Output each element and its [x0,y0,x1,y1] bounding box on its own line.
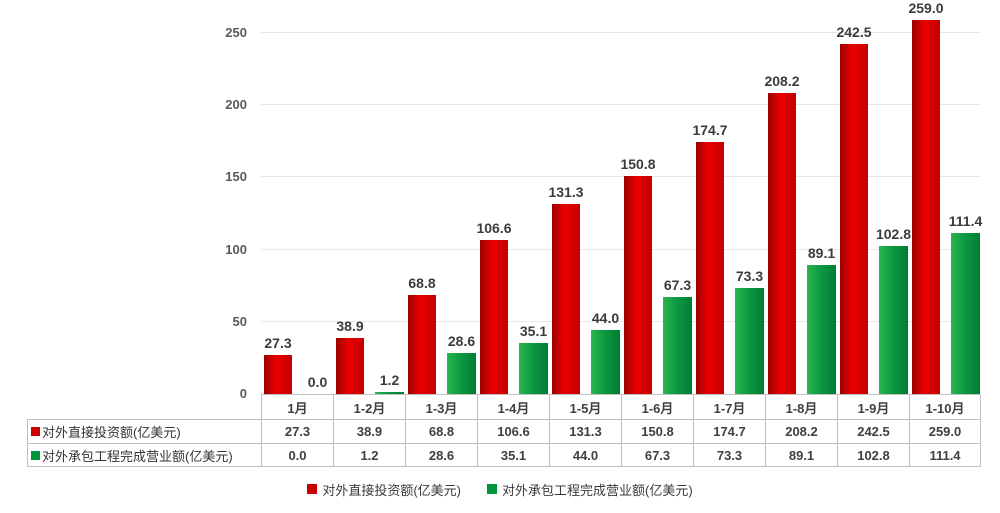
legend-label: 对外承包工程完成营业额(亿美元) [502,482,693,498]
bar-contracted-projects [879,245,908,394]
data-label: 259.0 [908,0,944,17]
table-value-cell: 208.2 [765,419,837,443]
bar-direct-investment [840,43,868,394]
legend-swatch-icon [487,484,497,494]
legend-item: 对外承包工程完成营业额(亿美元) [487,480,693,499]
y-axis: 0 50 100 150 200 250 [0,0,247,401]
table-category-cell: 1-10月 [909,394,981,419]
data-label: 28.6 [447,332,476,349]
data-label: 111.4 [948,213,983,230]
series-swatch-icon [31,450,40,460]
bar-direct-investment [696,141,724,394]
table-value-cell: 0.0 [261,443,333,467]
series-swatch-icon [31,427,40,436]
table-value-cell: 150.8 [621,419,693,443]
table-row-header: 对外承包工程完成营业额(亿美元) [27,443,261,467]
table-value-cell: 259.0 [909,419,981,443]
bar-direct-investment [336,337,364,394]
data-label: 27.3 [264,334,292,351]
table-value-cell: 67.3 [621,443,693,467]
gridline [261,104,981,106]
table-row-header-label: 对外直接投资额(亿美元) [42,425,181,440]
data-label: 0.0 [307,374,328,390]
table-value-cell: 35.1 [477,443,549,467]
data-label: 89.1 [807,245,836,262]
table-category-cell: 1-5月 [549,394,621,419]
y-tick-label: 250 [225,25,247,40]
table-category-cell: 1-6月 [621,394,693,419]
bar-contracted-projects [447,352,476,394]
table-value-cell: 73.3 [693,443,765,467]
table-category-cell: 1-7月 [693,394,765,419]
bar-contracted-projects [951,233,980,394]
data-label: 131.3 [548,184,584,201]
table-value-cell: 102.8 [837,443,909,467]
table-value-cell: 242.5 [837,419,909,443]
table-value-cell: 1.2 [333,443,405,467]
table-category-cell: 1-4月 [477,394,549,419]
data-label: 68.8 [408,274,436,291]
bar-contracted-projects [375,392,404,394]
bar-direct-investment [552,204,580,394]
data-label: 150.8 [620,156,656,173]
table-category-cell: 1-2月 [333,394,405,419]
bar-direct-investment [912,20,940,394]
data-label: 38.9 [336,317,364,334]
data-label: 1.2 [379,372,400,389]
table-value-cell: 106.6 [477,419,549,443]
table-value-cell: 174.7 [693,419,765,443]
table-category-cell: 1-9月 [837,394,909,419]
data-label: 106.6 [476,220,512,237]
data-label: 174.7 [692,121,728,138]
data-label: 73.3 [735,268,764,285]
bar-contracted-projects [807,265,836,394]
table-value-cell: 27.3 [261,419,333,443]
table-row-header: 对外直接投资额(亿美元) [27,419,261,443]
legend-item: 对外直接投资额(亿美元) [307,480,461,499]
data-label: 208.2 [764,73,800,90]
data-label: 242.5 [836,23,872,40]
bar-contracted-projects [663,296,692,394]
data-label: 44.0 [591,310,620,327]
legend-label: 对外直接投资额(亿美元) [322,482,461,498]
y-tick-label: 50 [232,313,247,329]
bar-direct-investment [408,294,436,394]
data-label: 35.1 [519,323,548,340]
table-value-cell: 68.8 [405,419,477,443]
table-category-cell: 1-8月 [765,394,837,419]
table-value-cell: 131.3 [549,419,621,443]
data-label: 102.8 [875,225,912,242]
legend: 对外直接投资额(亿美元) 对外承包工程完成营业额(亿美元) [0,479,1000,499]
gridline [261,320,981,322]
bar-contracted-projects [519,343,548,394]
table-corner-cell [27,394,261,419]
data-table: 1月 1-2月 1-3月 1-4月 1-5月 1-6月 1-7月 1-8月 1-9月 1-10月对… [27,394,981,467]
table-category-cell: 1月 [261,394,333,419]
table-value-cell: 38.9 [333,419,405,443]
table-value-cell: 28.6 [405,443,477,467]
table-value-cell: 111.4 [909,443,981,467]
gridline [261,32,981,33]
bar-direct-investment [624,176,652,394]
table-category-cell: 1-3月 [405,394,477,419]
y-tick-label: 100 [225,241,247,257]
table-value-cell: 89.1 [765,443,837,467]
y-tick-label: 0 [239,386,247,401]
y-tick-label: 150 [225,169,247,185]
bar-direct-investment [480,240,508,394]
bar-contracted-projects [735,288,764,394]
table-row-header-label: 对外承包工程完成营业额(亿美元) [42,448,233,464]
legend-swatch-icon [307,484,318,494]
gridline [261,248,981,250]
data-label: 67.3 [663,276,692,293]
table-value-cell: 44.0 [549,443,621,467]
gridline [261,176,981,178]
bar-direct-investment [264,354,292,394]
bar-direct-investment [768,93,796,394]
plot-area: 27.3 38.9 68.8 106.6 131.3 150.8 174.7 208.2 242… [261,0,983,394]
bar-contracted-projects [591,330,620,394]
y-tick-label: 200 [225,97,247,113]
